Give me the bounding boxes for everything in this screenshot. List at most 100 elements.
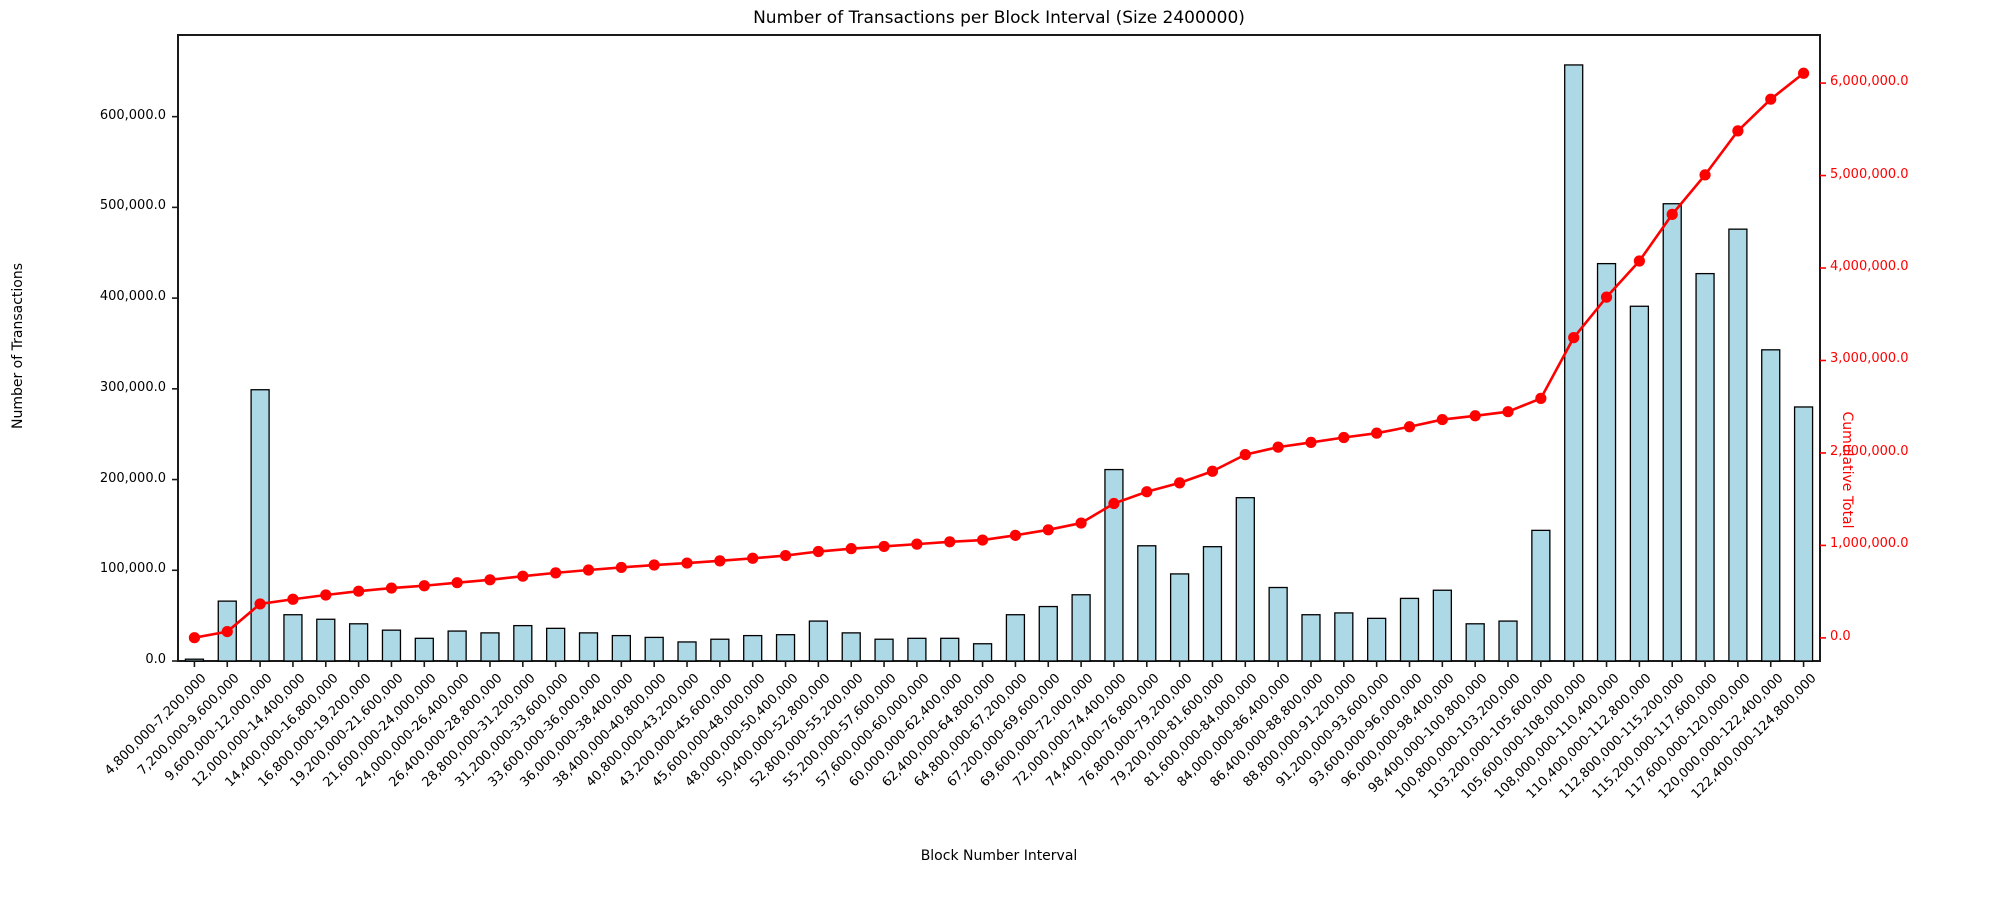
right-tick-label: 1,000,000.0	[1830, 536, 1909, 552]
cumulative-point	[681, 557, 693, 569]
cumulative-point	[911, 538, 923, 550]
transactions-bar	[1202, 546, 1223, 662]
transactions-bar	[1761, 349, 1781, 662]
cumulative-point	[648, 559, 660, 571]
transactions-bar	[1531, 529, 1551, 662]
cumulative-point	[878, 540, 890, 553]
transactions-bar	[1465, 623, 1485, 662]
transactions-bar	[546, 627, 566, 662]
cumulative-point	[1272, 441, 1284, 453]
right-tick-label: 6,000,000.0	[1830, 74, 1909, 90]
transactions-bar	[907, 637, 927, 662]
transactions-bar	[283, 614, 303, 662]
cumulative-point	[484, 574, 496, 586]
transactions-bar	[775, 634, 796, 662]
transactions-bar	[381, 629, 402, 662]
cumulative-point	[1600, 291, 1613, 303]
cumulative-point	[714, 555, 726, 567]
cumulative-point	[1338, 431, 1350, 444]
cumulative-line	[194, 72, 1805, 639]
cumulative-point	[615, 561, 627, 574]
cumulative-point	[418, 580, 430, 592]
cumulative-point	[1009, 529, 1022, 541]
transactions-bar	[1071, 594, 1091, 662]
plot-border	[177, 34, 1821, 662]
cumulative-point	[1174, 477, 1186, 489]
left-tick-label: 300,000.0	[99, 379, 166, 395]
transactions-bar	[480, 632, 500, 662]
y-axis-label-left: Number of Transactions	[10, 262, 26, 430]
transactions-bar	[1695, 272, 1715, 662]
transactions-bar	[1432, 589, 1452, 662]
chart-title: Number of Transactions per Block Interva…	[753, 8, 1245, 28]
cumulative-point	[221, 625, 233, 638]
transactions-bar	[1662, 203, 1682, 662]
left-tick-label: 400,000.0	[99, 289, 166, 305]
cumulative-point	[1403, 421, 1416, 433]
cumulative-point	[188, 632, 201, 644]
transactions-bar	[743, 634, 763, 662]
transactions-bar	[1564, 64, 1584, 662]
transactions-bar	[447, 630, 467, 662]
transactions-bar	[316, 618, 336, 662]
right-tick-label: 3,000,000.0	[1830, 351, 1909, 367]
cumulative-point	[944, 536, 956, 548]
left-tick-label: 200,000.0	[99, 470, 166, 486]
cumulative-point	[1666, 208, 1678, 220]
cumulative-point	[451, 577, 463, 589]
transactions-bar	[1498, 620, 1518, 662]
cumulative-point	[1305, 436, 1317, 449]
cumulative-point	[1699, 169, 1711, 181]
transactions-bar	[1334, 612, 1354, 662]
transactions-bar	[808, 620, 829, 662]
cumulative-point	[287, 593, 299, 605]
cumulative-point	[1797, 67, 1810, 79]
cumulative-point	[1502, 406, 1514, 418]
cumulative-point	[1765, 93, 1777, 105]
transactions-bar	[513, 624, 533, 662]
transactions-bar	[578, 632, 599, 662]
transactions-bar	[1038, 605, 1058, 662]
left-tick-label: 100,000.0	[99, 561, 166, 577]
right-tick-label: 4,000,000.0	[1830, 259, 1909, 275]
transactions-bar	[1005, 614, 1026, 662]
cumulative-point	[976, 534, 989, 546]
transactions-bar	[1137, 545, 1157, 662]
left-tick-label: 0.0	[145, 652, 166, 667]
transactions-bar	[1728, 228, 1748, 662]
left-tick-label: 600,000.0	[99, 107, 166, 123]
right-tick-label: 2,000,000.0	[1830, 443, 1909, 459]
cumulative-point	[550, 567, 562, 579]
cumulative-point	[517, 570, 529, 582]
transactions-bar	[644, 636, 664, 662]
x-axis-label: Block Number Interval	[920, 848, 1078, 864]
cumulative-point	[1732, 125, 1744, 137]
cumulative-point	[1535, 392, 1547, 404]
transactions-bar	[1268, 586, 1288, 662]
cumulative-point	[254, 598, 266, 610]
transactions-bar	[1169, 573, 1190, 662]
cumulative-point	[1075, 517, 1087, 529]
left-tick-label: 500,000.0	[99, 198, 166, 214]
cumulative-point	[845, 543, 857, 555]
transactions-bar	[1367, 617, 1387, 662]
cumulative-point	[1239, 449, 1251, 461]
cumulative-point	[1469, 410, 1481, 422]
transactions-bar	[710, 638, 730, 662]
cumulative-point	[320, 589, 332, 601]
cumulative-point	[353, 585, 365, 597]
cumulative-point	[1042, 524, 1054, 536]
cumulative-point	[385, 582, 398, 594]
cumulative-point	[1436, 413, 1448, 426]
transactions-bar	[1629, 305, 1650, 662]
transactions-bar	[1793, 406, 1814, 662]
transactions-bar	[1301, 614, 1321, 662]
transactions-bar	[677, 641, 697, 662]
cumulative-point	[1108, 497, 1120, 510]
cumulative-point	[1568, 332, 1580, 344]
cumulative-point	[779, 549, 792, 562]
right-tick-label: 0.0	[1830, 628, 1851, 644]
cumulative-point	[1371, 427, 1383, 439]
